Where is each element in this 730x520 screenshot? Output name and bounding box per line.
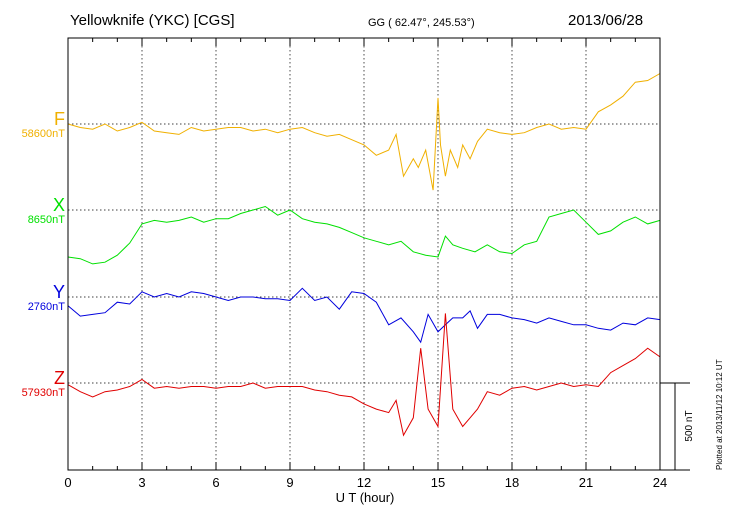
x-axis-ticks: 0 3 6 9 12 15 18 21 24 — [64, 38, 667, 490]
component-label-y: Y 2760nT — [10, 283, 65, 313]
component-letter: Y — [52, 282, 65, 302]
component-label-f: F 58600nT — [10, 110, 65, 140]
x-tick-label: 12 — [357, 475, 371, 490]
component-baseline: 57930nT — [21, 387, 65, 399]
scale-label: 500 nT — [684, 410, 695, 441]
station-title: Yellowknife (YKC) [CGS] — [70, 12, 235, 29]
component-letter: X — [52, 195, 65, 215]
chart-grid — [68, 38, 660, 470]
x-tick-label: 9 — [286, 475, 293, 490]
series-line-x — [67, 205, 661, 265]
x-tick-label: 18 — [505, 475, 519, 490]
x-tick-label: 21 — [579, 475, 593, 490]
component-baseline: 8650nT — [27, 214, 65, 226]
component-baseline: 58600nT — [21, 128, 65, 140]
series-line-y — [67, 287, 661, 344]
chart-series — [67, 73, 661, 437]
x-tick-label: 3 — [138, 475, 145, 490]
component-letter: F — [54, 109, 65, 129]
scale-bar: 500 nT — [660, 382, 695, 471]
chart-date: 2013/06/28 — [568, 12, 644, 29]
series-line-f — [67, 73, 661, 191]
series-line-z — [67, 313, 661, 437]
component-letter: Z — [54, 368, 65, 388]
x-tick-label: 24 — [653, 475, 667, 490]
component-label-x: X 8650nT — [10, 196, 65, 226]
x-tick-label: 6 — [212, 475, 219, 490]
x-tick-label: 0 — [64, 475, 71, 490]
component-baseline: 2760nT — [27, 301, 65, 313]
x-axis-label: U T (hour) — [336, 490, 395, 505]
x-tick-label: 15 — [431, 475, 445, 490]
station-coords: GG ( 62.47°, 245.53°) — [368, 17, 475, 29]
plotted-note: Plotted at 2013/11/12 10:12 UT — [715, 359, 724, 470]
component-label-z: Z 57930nT — [10, 369, 65, 399]
